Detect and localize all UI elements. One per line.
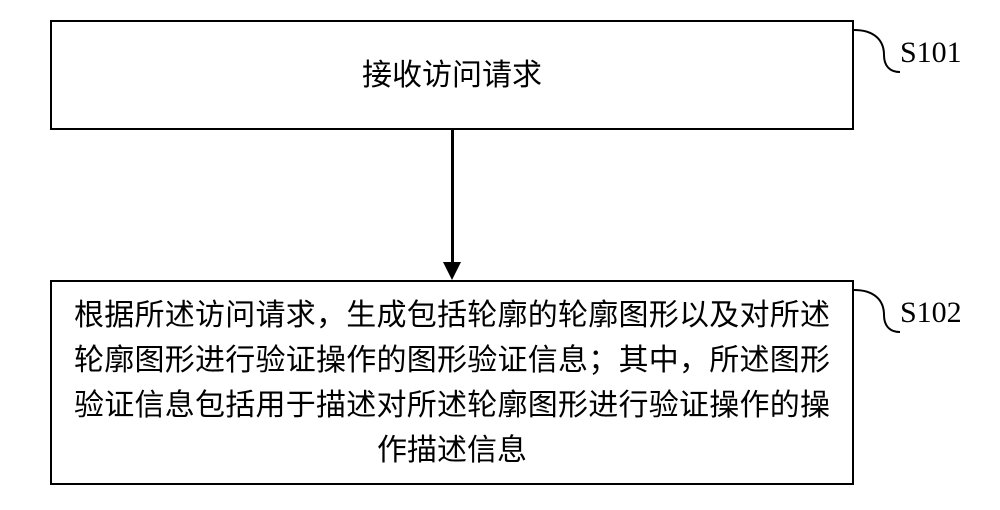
label-connector-s101-path — [854, 30, 900, 72]
flowchart-edge-arrowhead — [443, 262, 461, 280]
flowchart-canvas: 接收访问请求 根据所述访问请求，生成包括轮廓的轮廓图形以及对所述轮廓图形进行验证… — [0, 0, 1000, 510]
step-label-s101-text: S101 — [900, 36, 962, 69]
flowchart-node-2: 根据所述访问请求，生成包括轮廓的轮廓图形以及对所述轮廓图形进行验证操作的图形验证… — [50, 280, 854, 485]
step-label-s102: S102 — [900, 296, 962, 330]
step-label-s102-text: S102 — [900, 296, 962, 329]
flowchart-node-1-text: 接收访问请求 — [362, 53, 542, 98]
flowchart-edge-line — [451, 130, 454, 262]
flowchart-node-1: 接收访问请求 — [50, 20, 854, 130]
flowchart-node-2-text: 根据所述访问请求，生成包括轮廓的轮廓图形以及对所述轮廓图形进行验证操作的图形验证… — [74, 293, 830, 473]
step-label-s101: S101 — [900, 36, 962, 70]
label-connector-s101 — [854, 30, 904, 90]
label-connector-s102-path — [854, 290, 900, 332]
label-connector-s102 — [854, 290, 904, 350]
